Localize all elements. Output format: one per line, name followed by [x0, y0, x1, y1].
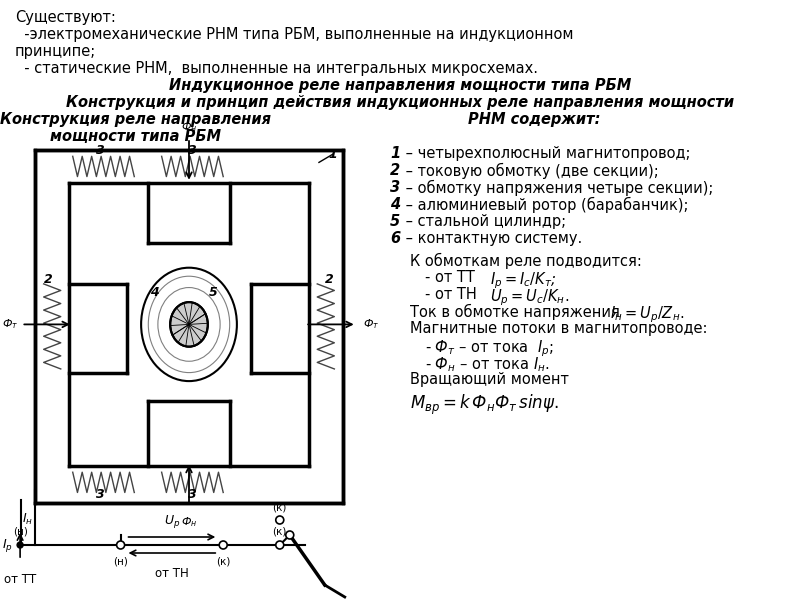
Text: 5: 5: [209, 286, 218, 298]
Circle shape: [286, 531, 294, 539]
Circle shape: [276, 516, 284, 524]
Text: 3: 3: [96, 144, 105, 157]
Text: Магнитные потоки в магнитопроводе:: Магнитные потоки в магнитопроводе:: [410, 321, 707, 336]
Text: принципе;: принципе;: [15, 44, 96, 59]
Text: – алюминиевый ротор (барабанчик);: – алюминиевый ротор (барабанчик);: [401, 197, 689, 213]
Text: 1: 1: [328, 148, 337, 161]
Text: $Ф_т$: $Ф_т$: [363, 317, 380, 331]
Ellipse shape: [170, 302, 208, 347]
Text: 3: 3: [96, 488, 105, 501]
Text: 4: 4: [390, 197, 400, 212]
Text: $I_н = U_р/Z_н.$: $I_н = U_р/Z_н.$: [610, 304, 684, 325]
Text: – четырехполюсный магнитопровод;: – четырехполюсный магнитопровод;: [401, 146, 690, 161]
Text: РНМ содержит:: РНМ содержит:: [468, 112, 601, 127]
Text: (к): (к): [273, 502, 287, 512]
Text: К обмоткам реле подводится:: К обмоткам реле подводится:: [410, 253, 642, 269]
Circle shape: [117, 541, 125, 549]
Text: 6: 6: [390, 231, 400, 246]
Text: - статические РНМ,  выполненные на интегральных микросхемах.: - статические РНМ, выполненные на интегр…: [15, 61, 538, 76]
Text: $U_р = U_с/K_н.$: $U_р = U_с/K_н.$: [490, 287, 569, 308]
Text: Индукционное реле направления мощности типа РБМ: Индукционное реле направления мощности т…: [169, 78, 631, 93]
Text: 1: 1: [390, 146, 400, 161]
Text: (к): (к): [216, 557, 230, 567]
Text: Конструкция и принцип действия индукционных реле направления мощности: Конструкция и принцип действия индукцион…: [66, 95, 734, 110]
Text: (н): (н): [113, 557, 128, 567]
Circle shape: [219, 541, 227, 549]
Circle shape: [17, 542, 23, 548]
Text: 2: 2: [390, 163, 400, 178]
Text: (н): (н): [13, 527, 27, 537]
Text: (к): (к): [273, 527, 287, 537]
Text: - от ТТ: - от ТТ: [425, 270, 484, 285]
Text: 2: 2: [45, 274, 53, 286]
Text: мощности типа РБМ: мощности типа РБМ: [50, 129, 221, 144]
Text: 5: 5: [390, 214, 400, 229]
Text: – токовую обмотку (две секции);: – токовую обмотку (две секции);: [401, 163, 658, 179]
Text: $I_р = I_с/K_т$;: $I_р = I_с/K_т$;: [490, 270, 557, 290]
Text: 3: 3: [188, 488, 197, 501]
Text: $Ф_т$: $Ф_т$: [2, 317, 18, 331]
Bar: [35, 150, 343, 503]
Ellipse shape: [141, 268, 237, 381]
Text: $Ф_н$: $Ф_н$: [181, 120, 197, 134]
Text: $U_р$: $U_р$: [164, 513, 180, 530]
Text: - $Ф_т$ – от тока  $I_р$;: - $Ф_т$ – от тока $I_р$;: [425, 338, 554, 359]
Text: $Ф_н$: $Ф_н$: [181, 515, 197, 529]
Text: $I_р$: $I_р$: [2, 536, 13, 553]
Text: от ТТ: от ТТ: [4, 573, 36, 586]
Text: -электромеханические РНМ типа РБМ, выполненные на индукционном: -электромеханические РНМ типа РБМ, выпол…: [15, 27, 574, 42]
Text: 4: 4: [150, 286, 159, 298]
Text: – стальной цилиндр;: – стальной цилиндр;: [401, 214, 566, 229]
Text: 3: 3: [188, 144, 197, 157]
Text: - от ТН: - от ТН: [425, 287, 486, 302]
Text: от ТН: от ТН: [155, 567, 189, 580]
Text: 3: 3: [390, 180, 400, 195]
Text: – контактную систему.: – контактную систему.: [401, 231, 582, 246]
Circle shape: [276, 541, 284, 549]
Text: Конструкция реле направления: Конструкция реле направления: [0, 112, 270, 127]
Text: Вращающий момент: Вращающий момент: [410, 372, 569, 387]
Text: $M_{вр} = k\,Ф_нФ_т\,sin\psi.$: $M_{вр} = k\,Ф_нФ_т\,sin\psi.$: [410, 392, 559, 416]
Text: $I_н$: $I_н$: [22, 512, 33, 527]
Text: - $Ф_н$ – от тока $I_н$.: - $Ф_н$ – от тока $I_н$.: [425, 355, 550, 374]
Text: Существуют:: Существуют:: [15, 10, 116, 25]
Text: 2: 2: [325, 274, 334, 286]
Text: Ток в обмотке напряжения: Ток в обмотке напряжения: [410, 304, 625, 320]
Text: – обмотку напряжения четыре секции);: – обмотку напряжения четыре секции);: [401, 180, 714, 196]
